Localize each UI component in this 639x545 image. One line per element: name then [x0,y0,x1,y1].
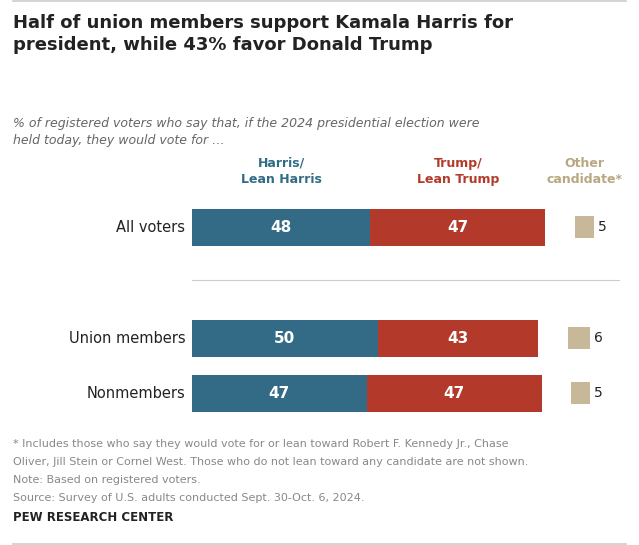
Text: 48: 48 [270,220,291,235]
Text: 47: 47 [268,386,290,401]
Text: Oliver, Jill Stein or Cornel West. Those who do not lean toward any candidate ar: Oliver, Jill Stein or Cornel West. Those… [13,457,528,467]
Text: Half of union members support Kamala Harris for
president, while 43% favor Donal: Half of union members support Kamala Har… [13,14,512,54]
Text: 47: 47 [443,386,465,401]
Text: * Includes those who say they would vote for or lean toward Robert F. Kennedy Jr: * Includes those who say they would vote… [13,439,508,449]
Text: Trump/
Lean Trump: Trump/ Lean Trump [417,157,499,186]
Bar [367,375,542,411]
Bar [571,382,590,404]
Bar [575,216,594,238]
Text: Note: Based on registered voters.: Note: Based on registered voters. [13,475,201,485]
Bar [567,328,590,349]
Text: Other
candidate*: Other candidate* [546,157,622,186]
Bar [192,320,378,356]
Bar [371,209,545,246]
Text: 43: 43 [447,331,468,346]
Bar [192,209,371,246]
Text: Source: Survey of U.S. adults conducted Sept. 30-Oct. 6, 2024.: Source: Survey of U.S. adults conducted … [13,493,364,502]
Text: 50: 50 [274,331,295,346]
Text: PEW RESEARCH CENTER: PEW RESEARCH CENTER [13,511,173,524]
Text: 6: 6 [594,331,603,346]
Text: 5: 5 [594,386,603,400]
Text: Nonmembers: Nonmembers [86,386,185,401]
Text: 47: 47 [447,220,468,235]
Text: % of registered voters who say that, if the 2024 presidential election were
held: % of registered voters who say that, if … [13,117,479,147]
Text: 5: 5 [597,220,606,234]
Text: All voters: All voters [116,220,185,235]
Text: Union members: Union members [68,331,185,346]
Bar [378,320,538,356]
Text: Harris/
Lean Harris: Harris/ Lean Harris [241,157,321,186]
Bar [192,375,367,411]
